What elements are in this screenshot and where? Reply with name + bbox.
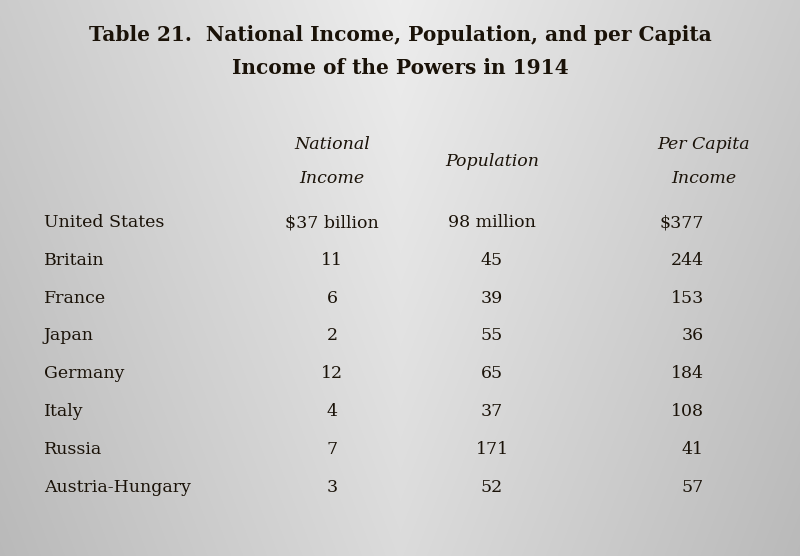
Text: 4: 4 [326,403,338,420]
Text: Income: Income [299,170,365,187]
Text: United States: United States [44,214,164,231]
Text: 55: 55 [481,327,503,345]
Text: Japan: Japan [44,327,94,345]
Text: Russia: Russia [44,441,102,458]
Text: 52: 52 [481,479,503,496]
Text: Population: Population [445,153,539,170]
Text: 57: 57 [682,479,704,496]
Text: Income: Income [671,170,737,187]
Text: 153: 153 [670,290,704,307]
Text: 11: 11 [321,252,343,269]
Text: 3: 3 [326,479,338,496]
Text: 171: 171 [475,441,509,458]
Text: Austria-Hungary: Austria-Hungary [44,479,191,496]
Text: Germany: Germany [44,365,125,383]
Text: 2: 2 [326,327,338,345]
Text: Table 21.  National Income, Population, and per Capita: Table 21. National Income, Population, a… [89,25,711,45]
Text: 37: 37 [481,403,503,420]
Text: 39: 39 [481,290,503,307]
Text: 6: 6 [326,290,338,307]
Text: France: France [44,290,106,307]
Text: 184: 184 [671,365,704,383]
Text: Per Capita: Per Capita [658,136,750,153]
Text: 12: 12 [321,365,343,383]
Text: 98 million: 98 million [448,214,536,231]
Text: 65: 65 [481,365,503,383]
Text: 108: 108 [671,403,704,420]
Text: Income of the Powers in 1914: Income of the Powers in 1914 [232,58,568,78]
Text: $377: $377 [659,214,704,231]
Text: 41: 41 [682,441,704,458]
Text: 36: 36 [682,327,704,345]
Text: $37 billion: $37 billion [285,214,379,231]
Text: Italy: Italy [44,403,84,420]
Text: 45: 45 [481,252,503,269]
Text: 7: 7 [326,441,338,458]
Text: 244: 244 [671,252,704,269]
Text: Britain: Britain [44,252,105,269]
Text: National: National [294,136,370,153]
